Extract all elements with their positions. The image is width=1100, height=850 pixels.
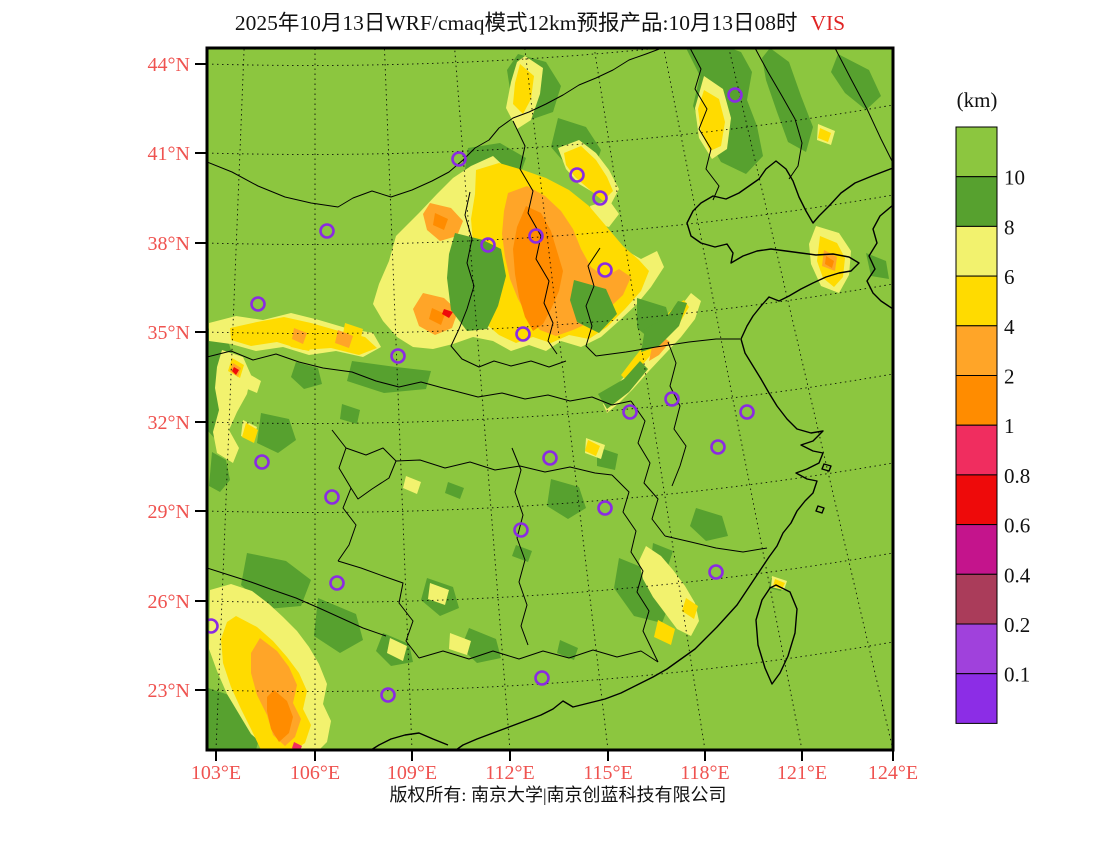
city-marker xyxy=(250,296,266,312)
city-marker xyxy=(727,87,743,103)
colorbar-tick-label: 10 xyxy=(1004,166,1025,190)
city-marker xyxy=(380,687,396,703)
lon-tick-label: 118°E xyxy=(680,762,729,784)
city-marker xyxy=(708,564,724,580)
colorbar-cell xyxy=(955,474,998,526)
lon-tick-label: 124°E xyxy=(868,762,918,784)
colorbar-cell xyxy=(955,126,998,178)
city-marker xyxy=(710,439,726,455)
city-marker xyxy=(534,670,550,686)
colorbar-tick-labels: 10 8 6 4 2 1 0.8 0.6 0.4 0.2 0.1 xyxy=(1004,166,1031,687)
city-marker xyxy=(664,391,680,407)
copyright-text: 版权所有: 南京大学|南京创蓝科技有限公司 xyxy=(389,785,726,805)
map-background xyxy=(207,48,893,750)
korea-coast xyxy=(866,204,893,310)
lat-tick-label: 44°N xyxy=(148,54,190,76)
colorbar-tick-label: 8 xyxy=(1004,215,1015,239)
crimson-specks xyxy=(292,742,302,750)
city-markers xyxy=(207,87,755,703)
city-marker xyxy=(597,500,613,516)
lon-tick-label: 115°E xyxy=(583,762,632,784)
lon-tick-label: 112°E xyxy=(485,762,534,784)
colorbar-cell xyxy=(955,673,998,724)
map-field xyxy=(207,48,893,750)
colorbar-tick-label: 0.4 xyxy=(1004,563,1031,587)
lon-tick-label: 103°E xyxy=(191,762,241,784)
red-specks xyxy=(232,309,453,375)
lon-tick-label: 106°E xyxy=(290,762,340,784)
chart-title-text: 2025年10月13日WRF/cmaq模式12km预报产品:10月13日08时 xyxy=(235,11,798,35)
colorbar-tick-label: 1 xyxy=(1004,414,1015,438)
lat-tick-label: 35°N xyxy=(148,322,190,344)
latitude-axis: 44°N 41°N 38°N 35°N 32°N 29°N 26°N 23°N xyxy=(148,54,207,702)
lon-tick-label: 109°E xyxy=(387,762,437,784)
colorbar-tick-label: 0.8 xyxy=(1004,464,1030,488)
colorbar-tick-label: 0.6 xyxy=(1004,514,1030,538)
meridian-line xyxy=(593,48,706,750)
colorbar-cell xyxy=(955,275,998,327)
city-marker xyxy=(513,522,529,538)
colorbar-cell xyxy=(955,524,998,575)
city-marker xyxy=(319,223,335,239)
meridian-line xyxy=(384,48,413,750)
meridian-line xyxy=(663,48,803,750)
coastline xyxy=(370,160,893,750)
city-marker xyxy=(390,348,406,364)
city-marker xyxy=(569,167,585,183)
colorbar: (km) 10 8 6 4 2 1 0.8 0.6 0.4 0.2 0.1 xyxy=(955,88,1031,724)
lat-tick-label: 38°N xyxy=(148,233,190,255)
city-marker xyxy=(324,489,340,505)
colorbar-tick-label: 0.2 xyxy=(1004,613,1030,637)
longitude-axis: 103°E 106°E 109°E 112°E 115°E 118°E 121°E 124°E xyxy=(191,750,918,784)
colorbar-tick-label: 4 xyxy=(1004,315,1015,339)
city-marker xyxy=(329,575,345,591)
graticule xyxy=(207,48,893,750)
lat-tick-label: 32°N xyxy=(148,412,190,434)
city-marker xyxy=(597,262,613,278)
province-boundaries xyxy=(207,48,893,663)
meridian-line xyxy=(215,48,245,750)
lat-tick-label: 41°N xyxy=(148,143,190,165)
city-marker xyxy=(622,404,638,420)
colorbar-cell xyxy=(955,424,998,476)
orange-patches xyxy=(267,206,834,742)
dark-green-inner-patches xyxy=(291,233,687,424)
colorbar-unit-label: (km) xyxy=(957,88,998,112)
colorbar-tick-label: 2 xyxy=(1004,365,1015,389)
colorbar-cell xyxy=(955,325,998,376)
taiwan-island xyxy=(755,584,798,685)
colorbar-tick-label: 0.1 xyxy=(1004,663,1030,687)
meridian-line xyxy=(728,48,893,750)
colorbar-cell xyxy=(955,573,998,625)
lon-tick-label: 121°E xyxy=(777,762,827,784)
colorbar-tick-label: 6 xyxy=(1004,265,1015,289)
lat-tick-label: 23°N xyxy=(148,680,190,702)
chart-title: 2025年10月13日WRF/cmaq模式12km预报产品:10月13日08时 … xyxy=(235,11,845,35)
city-marker xyxy=(254,454,270,470)
city-marker xyxy=(515,326,531,342)
city-marker xyxy=(207,618,219,634)
city-marker xyxy=(739,404,755,420)
colorbar-cell xyxy=(955,375,998,426)
city-marker xyxy=(592,190,608,206)
city-marker xyxy=(528,228,544,244)
city-marker xyxy=(451,151,467,167)
city-marker xyxy=(480,237,496,253)
city-marker xyxy=(542,450,558,466)
colorbar-cell xyxy=(955,225,998,277)
lat-tick-label: 26°N xyxy=(148,591,190,613)
lat-tick-label: 29°N xyxy=(148,501,190,523)
chart-title-variable: VIS xyxy=(810,11,845,35)
colorbar-cells xyxy=(955,126,998,724)
colorbar-cell xyxy=(955,176,998,227)
colorbar-cell xyxy=(955,623,998,675)
plot-border xyxy=(205,46,895,752)
